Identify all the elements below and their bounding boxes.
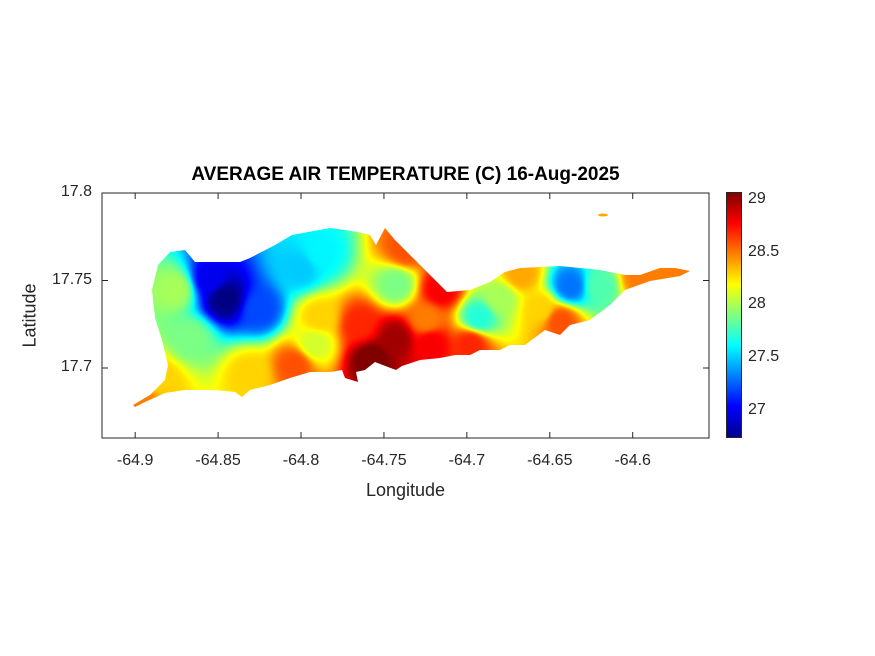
colorbar-tick-label: 28 bbox=[748, 295, 766, 313]
data-point-15 bbox=[394, 336, 398, 340]
colorbar-tick-label: 29 bbox=[748, 189, 766, 207]
x-tick-label: -64.7 bbox=[448, 452, 486, 469]
x-tick-label: -64.75 bbox=[361, 452, 407, 469]
y-tick-label: 17.75 bbox=[51, 270, 92, 288]
data-point-23 bbox=[468, 342, 472, 346]
x-axis-label: Longitude bbox=[365, 480, 446, 500]
data-point-30 bbox=[558, 319, 562, 323]
data-point-26 bbox=[538, 307, 542, 311]
data-point-13 bbox=[357, 322, 361, 326]
data-point-29 bbox=[677, 268, 681, 272]
data-point-2 bbox=[258, 307, 262, 311]
x-tick-label: -64.8 bbox=[282, 452, 320, 469]
x-tick-label: -64.85 bbox=[195, 452, 241, 469]
x-tick-label: -64.65 bbox=[527, 452, 573, 469]
colorbar-tick-label: 27 bbox=[748, 401, 766, 419]
data-point-22 bbox=[498, 296, 502, 300]
data-point-1 bbox=[208, 277, 212, 281]
data-point-31 bbox=[599, 210, 603, 214]
data-point-3 bbox=[297, 266, 301, 270]
y-axis-label: Latitude bbox=[19, 283, 40, 348]
x-tick-label: -64.6 bbox=[614, 452, 651, 469]
data-point-10 bbox=[317, 315, 321, 319]
data-point-12 bbox=[292, 363, 296, 367]
data-point-5 bbox=[188, 336, 192, 340]
x-tick-label: -64.9 bbox=[116, 452, 154, 469]
data-point-27 bbox=[518, 272, 522, 276]
data-point-19 bbox=[423, 317, 427, 321]
data-point-25 bbox=[598, 284, 602, 288]
colorbar-tick-label: 27.5 bbox=[748, 348, 780, 366]
data-point-16 bbox=[369, 357, 373, 361]
colorbar bbox=[726, 192, 742, 438]
data-point-18 bbox=[438, 287, 442, 291]
data-point-28 bbox=[637, 275, 641, 279]
chart-title: AVERAGE AIR TEMPERATURE (C) 16-Aug-2025 bbox=[191, 164, 620, 185]
data-point-14 bbox=[394, 282, 398, 286]
data-point-8 bbox=[138, 398, 142, 402]
data-point-21 bbox=[476, 315, 480, 319]
data-point-0 bbox=[223, 296, 227, 300]
y-tick-label: 17.7 bbox=[60, 358, 92, 375]
data-point-9 bbox=[248, 371, 252, 375]
colorbar-tick-label: 28.5 bbox=[748, 242, 780, 260]
data-point-24 bbox=[568, 284, 572, 288]
heatmap-surface bbox=[133, 213, 690, 407]
data-point-11 bbox=[312, 342, 316, 346]
data-point-4 bbox=[317, 251, 321, 255]
y-tick-label: 17.8 bbox=[60, 183, 92, 200]
data-point-7 bbox=[158, 377, 162, 381]
data-point-20 bbox=[428, 342, 432, 346]
data-point-6 bbox=[173, 287, 177, 291]
axes-box bbox=[101, 192, 710, 439]
data-point-17 bbox=[404, 247, 408, 251]
